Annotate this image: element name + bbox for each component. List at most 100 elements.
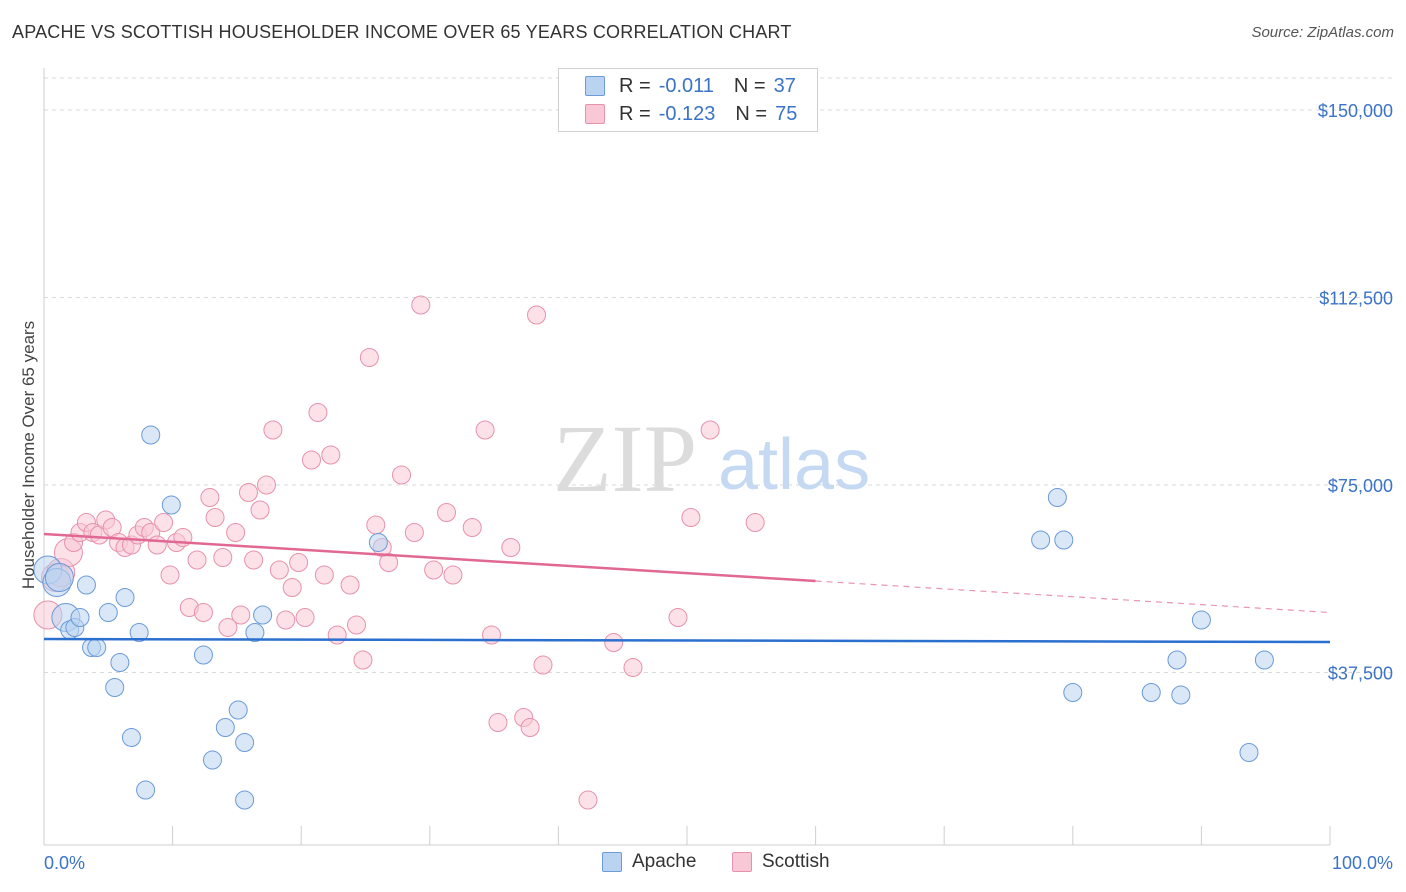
scottish-point [314,565,334,585]
apache-point [110,653,130,672]
scottish-point [443,565,463,585]
apache-point [161,495,181,515]
scottish-point [160,565,180,585]
scottish-point [205,508,225,527]
scottish-point [366,515,386,535]
scottish-point [424,560,444,580]
apache-legend-label: Apache [632,851,697,872]
scottish-point [218,618,238,637]
scottish-point [289,553,309,572]
apache-point [235,733,255,752]
apache-point [215,718,235,737]
legend-row-scottish: R = -0.123 N = 75 [585,101,797,127]
scottish-point [231,605,251,625]
scottish-point [578,790,598,810]
scottish-point [353,650,373,670]
apache-point [253,605,273,625]
trend-lines [43,532,1331,644]
scottish-point [321,445,341,465]
apache-trend-line [43,637,1331,644]
watermark: ZIP atlas [553,405,870,512]
scottish-point [501,538,521,557]
scottish-point [437,503,457,522]
scottish-point [745,513,765,532]
x-tick-label-max: 100.0% [1332,853,1393,873]
apache-point [98,603,118,622]
scottish-point [269,560,289,580]
n-value: 75 [775,102,798,125]
scottish-point [668,608,688,627]
apache-point [1047,488,1067,507]
apache-point [141,425,161,445]
watermark-zip: ZIP [553,405,697,512]
scottish-point [213,548,233,567]
n-label: N = [733,74,766,97]
apache-point [245,623,265,642]
scottish-point [527,305,547,325]
r-value: -0.123 [658,102,716,125]
apache-legend-swatch [602,852,622,872]
grid-lines [44,77,1395,673]
apache-point [44,563,74,592]
apache-point [193,645,213,665]
apache-point [228,700,248,720]
scottish-point [623,658,643,677]
apache-point [105,678,125,697]
scottish-trend-extension [815,580,1331,614]
scottish-point [340,575,360,595]
legend-row-apache: R = -0.011 N = 37 [585,73,796,99]
apache-point [115,588,135,607]
scottish-point [200,488,220,507]
scottish-legend-label: Scottish [762,851,830,872]
scottish-point [263,420,283,440]
apache-points [33,425,1274,810]
scottish-point [700,420,720,440]
scottish-point [276,610,296,630]
scottish-trend-line [43,532,816,583]
apache-point [202,750,222,770]
r-label: R = [619,102,651,125]
scottish-point [193,603,213,622]
scottish-point [295,608,315,627]
scottish-point [392,465,412,485]
scottish-point [250,500,270,520]
apache-point [368,533,388,552]
apache-point [235,790,255,810]
scottish-point [533,655,553,675]
n-value: 37 [773,74,796,97]
legend-item-scottish[interactable]: Scottish [732,851,830,873]
apache-point [1031,530,1051,550]
scottish-point [604,633,624,652]
series-legend: Apache Scottish [0,851,1406,877]
y-tick-labels: $37,500 $75,000 $112,500 $150,000 [1318,101,1393,684]
scottish-point [226,523,246,542]
apache-point [1239,743,1259,762]
scottish-point [475,420,495,440]
scottish-point [327,625,347,645]
apache-point [1254,650,1274,670]
legend-item-apache[interactable]: Apache [602,851,696,873]
scottish-point [488,713,508,732]
chart-title: APACHE VS SCOTTISH HOUSEHOLDER INCOME OV… [12,22,792,42]
scottish-point [404,523,424,542]
apache-point [70,608,90,627]
r-value: -0.011 [658,74,714,97]
scottish-point [301,450,321,470]
scottish-point [379,553,399,572]
stats-legend: R = -0.011 N = 37 R = -0.123 N = 75 [558,68,818,132]
apache-point [136,780,156,800]
scottish-point [147,535,167,555]
scottish-point [462,518,482,537]
x-tick-label-min: 0.0% [44,853,85,873]
scottish-point [154,513,174,532]
axes [43,68,1331,846]
scottish-point [187,550,207,570]
r-label: R = [619,74,651,97]
scottish-point [238,483,258,502]
apache-point [76,575,96,595]
y-tick-label: $37,500 [1328,664,1393,684]
y-axis-label: Householder Income Over 65 years [19,321,38,589]
scottish-point [308,403,328,422]
source-label: Source: ZipAtlas.com [1251,24,1394,41]
